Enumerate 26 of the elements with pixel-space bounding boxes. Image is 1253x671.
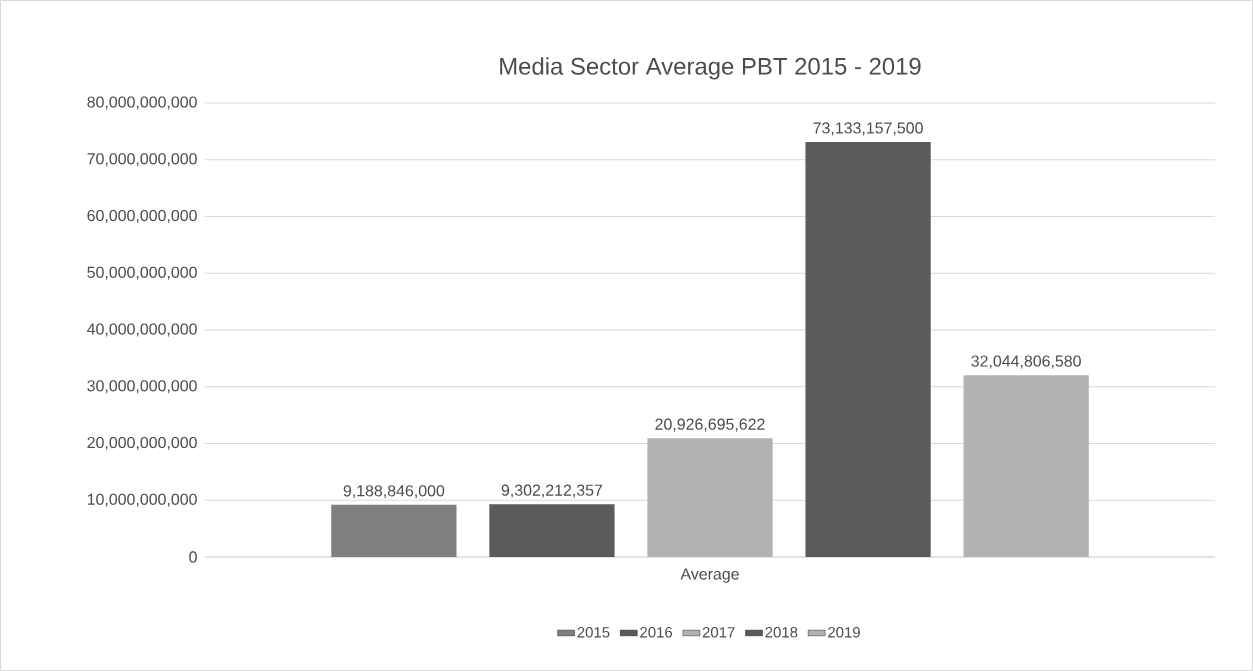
y-tick-label: 60,000,000,000 [87,209,197,224]
x-tick-label: Average [680,568,739,583]
bar [489,504,615,557]
y-tick-label: 80,000,000,000 [87,96,197,110]
y-tick-label: 20,000,000,000 [87,436,197,451]
y-tick-label: 10,000,000,000 [87,493,197,507]
data-label: 20,926,695,622 [655,418,765,432]
legend-label: 2015 [577,627,610,638]
bar [331,504,457,557]
legend-label: 2019 [828,627,860,638]
y-tick-label: 50,000,000,000 [87,266,197,280]
bar [805,141,931,557]
legend-label: 2018 [765,627,798,638]
data-label: 9,302,212,357 [501,484,603,498]
data-label: 32,044,806,580 [971,355,1081,369]
bar [963,375,1089,557]
y-tick-label: 0 [189,551,197,563]
legend-label: 2017 [702,627,735,638]
y-tick-label: 30,000,000,000 [87,380,197,394]
y-tick-label: 40,000,000,000 [87,323,197,337]
chart-title: Media Sector Average PBT 2015 - 2019 [500,57,921,80]
bar [647,438,773,557]
y-tick-label: 70,000,000,000 [87,153,197,167]
data-label: 9,188,846,000 [343,485,445,499]
data-label: 73,133,157,500 [813,122,923,136]
legend-label: 2016 [640,627,673,638]
